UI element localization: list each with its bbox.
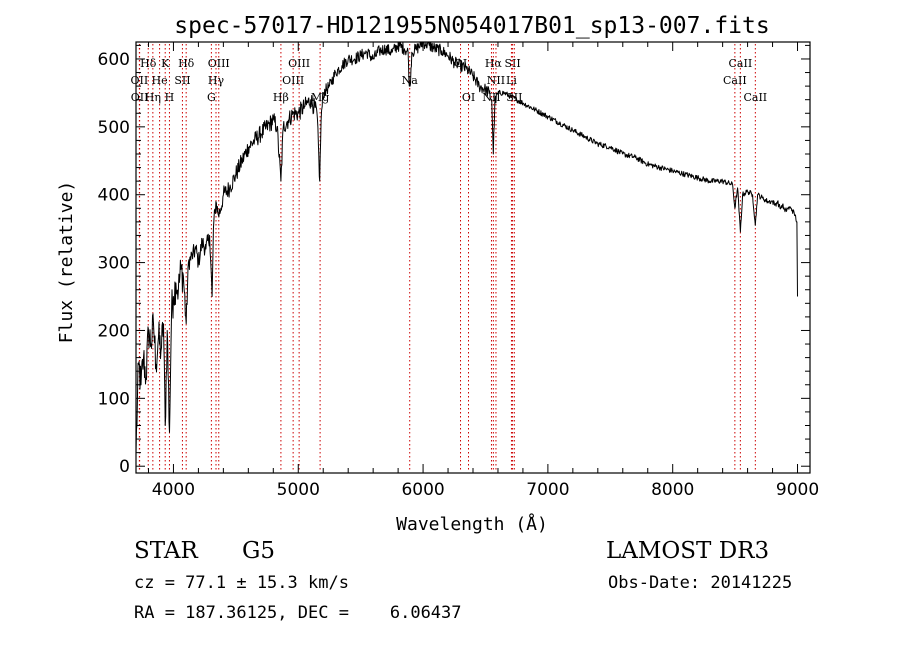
line-marker-label-16: Na <box>402 74 419 87</box>
line-marker-label-19: Hα <box>485 57 503 70</box>
line-marker-label-26: CaII <box>723 74 747 87</box>
object-class: STAR <box>134 538 198 564</box>
line-marker-label-12: OIII <box>288 57 310 70</box>
line-marker-label-6: SII <box>174 74 190 87</box>
line-marker-label-21: NII <box>487 74 505 87</box>
line-marker-label-10: Hγ <box>208 74 225 87</box>
y-tick-label-0: 0 <box>119 457 130 477</box>
line-marker-label-11: G <box>207 91 216 104</box>
spectrum-line-flux <box>135 41 798 453</box>
x-axis-label: Wavelength (Å) <box>396 513 548 535</box>
line-marker-label-27: CaII <box>743 91 767 104</box>
survey-name: LAMOST DR3 <box>606 538 770 564</box>
line-marker-label-2: OII <box>131 91 149 104</box>
y-tick-label-600: 600 <box>98 50 130 70</box>
line-marker-label-7: H <box>165 91 175 104</box>
object-subclass: G5 <box>242 538 276 564</box>
line-marker-label-14: Hβ <box>273 91 289 104</box>
y-tick-label-200: 200 <box>98 321 130 341</box>
plot-frame <box>135 41 811 474</box>
line-marker-label-20: SII <box>504 57 520 70</box>
line-marker-label-18: OI <box>462 91 475 104</box>
redshift-value: cz = 77.1 ± 15.3 km/s <box>134 573 349 593</box>
line-marker-label-3: He <box>152 74 168 87</box>
line-marker-label-13: OIII <box>282 74 304 87</box>
x-tick-label-8000: 8000 <box>651 480 694 500</box>
x-tick-label-4000: 4000 <box>152 480 195 500</box>
line-marker-label-8: Hδ <box>178 57 195 70</box>
line-marker-label-5: K <box>161 57 170 70</box>
coordinates: RA = 187.36125, DEC = 6.06437 <box>134 603 462 623</box>
axis-layer: 4000 5000 6000 7000 8000 9000 0 100 200 300 400 500… <box>98 41 819 500</box>
x-tick-label-5000: 5000 <box>277 480 320 500</box>
line-marker-label-22: Li <box>506 74 517 87</box>
obs-date: Obs-Date: 20141225 <box>608 573 793 593</box>
line-marker-label-9: OIII <box>208 57 230 70</box>
series-layer <box>135 41 798 453</box>
y-tick-label-500: 500 <box>98 118 130 138</box>
y-tick-label-100: 100 <box>98 389 130 409</box>
x-tick-label-9000: 9000 <box>776 480 819 500</box>
y-tick-label-300: 300 <box>98 254 130 274</box>
line-marker-label-4: Hη <box>145 91 161 104</box>
chart-title: spec-57017-HD121955N054017B01_sp13-007.f… <box>174 13 769 39</box>
x-tick-label-6000: 6000 <box>401 480 444 500</box>
line-marker-label-25: CaII <box>729 57 753 70</box>
x-tick-label-7000: 7000 <box>526 480 569 500</box>
y-axis-label: Flux (relative) <box>56 181 77 344</box>
y-tick-label-400: 400 <box>98 186 130 206</box>
